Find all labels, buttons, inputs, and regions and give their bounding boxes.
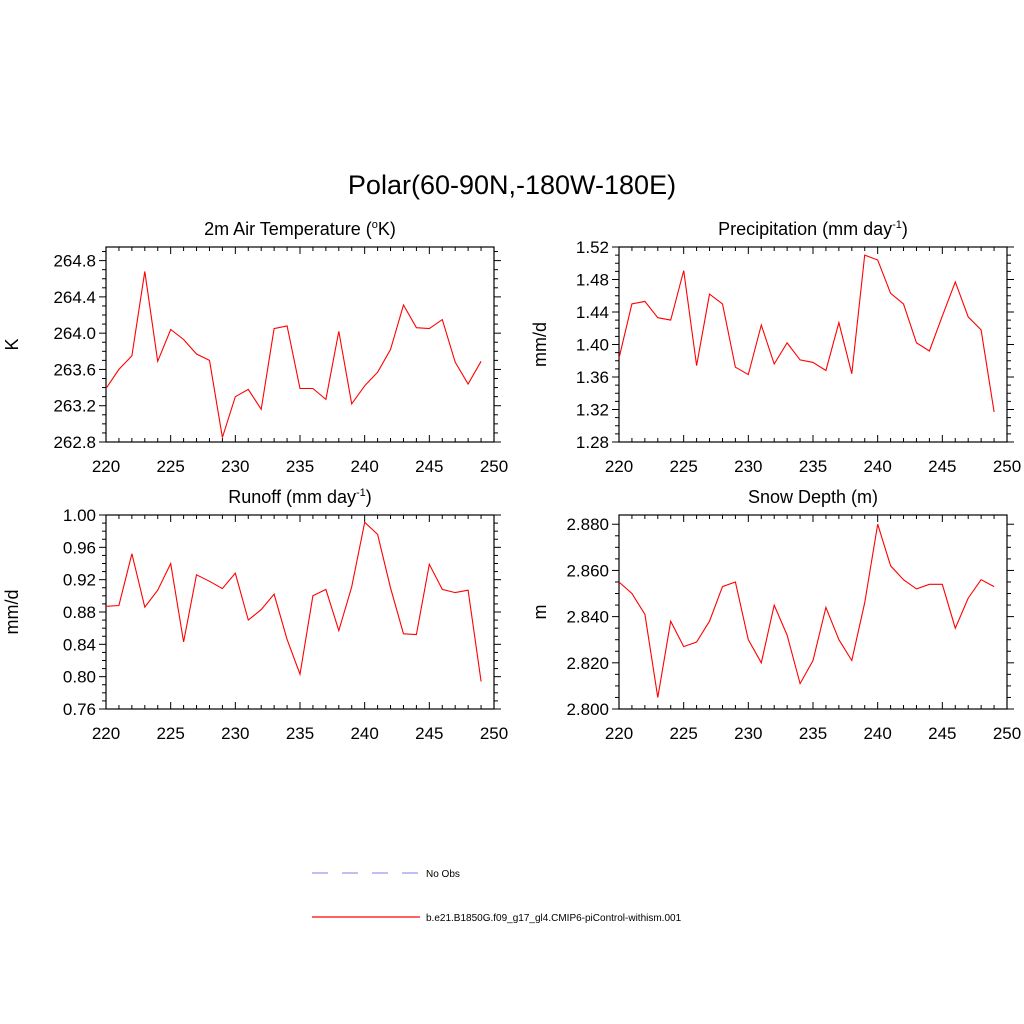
y-tick-label: 0.84: [63, 635, 96, 654]
x-tick-label: 225: [156, 457, 184, 476]
x-tick-label: 250: [480, 724, 508, 743]
x-tick-label: 230: [221, 457, 249, 476]
legend: No Obs b.e21.B1850G.f09_g17_gl4.CMIP6-piC…: [312, 869, 682, 924]
y-tick-label: 263.2: [53, 397, 96, 416]
panel-title-superscript: -1: [892, 219, 902, 231]
x-tick-label: 230: [221, 724, 249, 743]
x-tick-label: 225: [669, 457, 697, 476]
legend-label: b.e21.B1850G.f09_g17_gl4.CMIP6-piControl…: [426, 913, 682, 924]
chart-panel-3: Runoff (mm day-1) 220 225 230 235 240 245 250 0.…: [2, 487, 508, 743]
x-tick-label: 245: [415, 724, 443, 743]
y-tick-label: 262.8: [53, 433, 96, 452]
x-tick-label: 220: [92, 457, 120, 476]
y-tick-label: 1.44: [576, 303, 609, 322]
x-tick-label: 245: [928, 457, 956, 476]
x-tick-label: 250: [993, 457, 1021, 476]
panel-title-superscript: -1: [356, 487, 366, 499]
x-tick-label: 240: [350, 724, 378, 743]
chart-panel-1: 2m Air Temperature (oK) 220 225 230 235 240 24…: [2, 219, 508, 476]
y-tick-label: 2.860: [566, 561, 609, 580]
y-tick-label: 0.80: [63, 668, 96, 687]
plot-frame: [105, 514, 495, 710]
y-tick-label: 2.840: [566, 608, 609, 627]
plot-frame: [618, 246, 1008, 443]
y-tick-label: 0.96: [63, 538, 96, 557]
y-axis-label: K: [2, 338, 22, 350]
chart-panels: 2m Air Temperature (oK)220 225 230 235 240 24…: [2, 219, 1021, 743]
y-tick-label: 1.00: [63, 506, 96, 525]
panel-title: Runoff (mm day-1): [228, 487, 372, 507]
data-series-line: [618, 524, 995, 698]
y-tick-label: 1.52: [576, 238, 609, 257]
x-tick-label: 225: [156, 724, 184, 743]
y-axis-label: mm/d: [530, 322, 550, 367]
y-tick-label: 1.28: [576, 433, 609, 452]
data-series-line: [105, 521, 482, 682]
x-tick-label: 220: [92, 724, 120, 743]
data-series-line: [618, 254, 995, 412]
plot-frame: [618, 514, 1008, 710]
legend-label: No Obs: [426, 869, 460, 880]
y-tick-label: 1.36: [576, 368, 609, 387]
data-series-line: [105, 271, 482, 438]
x-tick-label: 225: [669, 724, 697, 743]
x-tick-label: 240: [863, 457, 891, 476]
y-axis-label: m: [530, 605, 550, 620]
y-tick-label: 0.88: [63, 603, 96, 622]
panel-title-main: Snow Depth (m): [748, 487, 878, 507]
y-tick-label: 264.0: [53, 324, 96, 343]
main-title: Polar(60-90N,-180W-180E): [348, 170, 676, 200]
x-tick-label: 230: [734, 457, 762, 476]
panel-title-main: 2m Air Temperature (: [204, 219, 372, 239]
x-tick-label: 235: [799, 724, 827, 743]
x-tick-label: 220: [605, 724, 633, 743]
chart-panel-2: Precipitation (mm day-1) 220 225 230 235 240 2…: [530, 219, 1021, 476]
panel-title-main: Precipitation (mm day: [718, 219, 892, 239]
x-tick-label: 235: [286, 457, 314, 476]
x-tick-label: 235: [286, 724, 314, 743]
x-tick-label: 220: [605, 457, 633, 476]
y-tick-label: 263.6: [53, 360, 96, 379]
x-tick-label: 245: [415, 457, 443, 476]
y-tick-label: 0.76: [63, 700, 96, 719]
y-tick-label: 1.40: [576, 336, 609, 355]
y-tick-label: 264.4: [53, 288, 96, 307]
panel-title-main: Runoff (mm day: [228, 487, 356, 507]
y-axis-label: mm/d: [2, 590, 22, 635]
panel-title-end: ): [366, 487, 372, 507]
y-tick-label: 2.800: [566, 700, 609, 719]
y-tick-label: 2.880: [566, 515, 609, 534]
x-tick-label: 245: [928, 724, 956, 743]
y-tick-label: 1.48: [576, 271, 609, 290]
x-tick-label: 230: [734, 724, 762, 743]
panel-title-superscript: o: [372, 219, 378, 231]
y-tick-label: 0.92: [63, 571, 96, 590]
panel-title: 2m Air Temperature (oK): [204, 219, 396, 239]
x-tick-label: 240: [350, 457, 378, 476]
panel-title-end: K): [378, 219, 396, 239]
x-tick-label: 250: [993, 724, 1021, 743]
panel-title: Snow Depth (m): [748, 487, 878, 507]
y-tick-label: 1.32: [576, 401, 609, 420]
x-tick-label: 235: [799, 457, 827, 476]
x-tick-label: 240: [863, 724, 891, 743]
y-tick-label: 264.8: [53, 252, 96, 271]
x-tick-label: 250: [480, 457, 508, 476]
panel-title-end: ): [902, 219, 908, 239]
panel-title: Precipitation (mm day-1): [718, 219, 908, 239]
chart-panel-4: Snow Depth (m) 220 225 230 235 240 245 250 2.800…: [530, 487, 1021, 743]
y-tick-label: 2.820: [566, 654, 609, 673]
